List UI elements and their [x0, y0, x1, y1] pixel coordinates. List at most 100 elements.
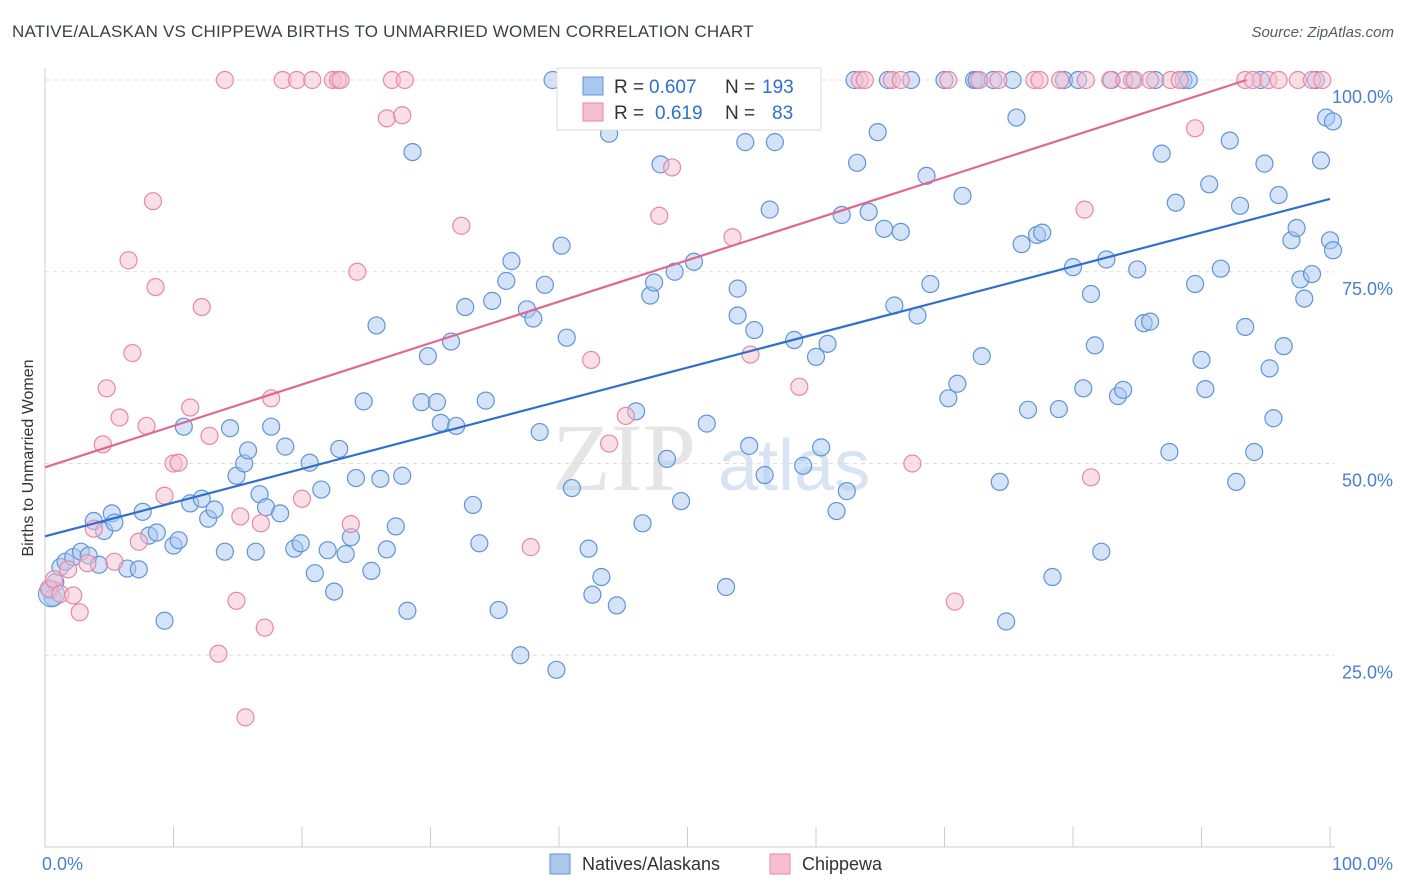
natives-point: [827, 501, 846, 521]
chippewa-point: [891, 70, 910, 90]
legend-swatch-chippewa: [582, 102, 604, 122]
natives-point: [463, 495, 483, 515]
natives-point: [740, 436, 759, 455]
chippewa-point: [70, 603, 89, 622]
chippewa-point: [236, 708, 255, 727]
natives-point: [765, 133, 784, 152]
natives-point: [1018, 400, 1038, 419]
chart-title: NATIVE/ALASKAN VS CHIPPEWA BIRTHS TO UNM…: [12, 22, 754, 41]
natives-point: [535, 275, 554, 294]
chippewa-point: [292, 489, 312, 508]
chippewa-point: [227, 591, 246, 610]
chippewa-point: [1030, 70, 1049, 90]
chippewa-point: [303, 70, 322, 90]
natives-point: [386, 517, 405, 536]
natives-point: [271, 504, 290, 523]
legend-n-label-chippewa: N =: [725, 103, 755, 124]
natives-point: [129, 560, 148, 579]
natives-point: [155, 611, 174, 630]
chippewa-point: [790, 377, 809, 396]
y-tick-label: 75.0%: [1342, 279, 1393, 299]
natives-point: [728, 279, 747, 298]
natives-point: [318, 541, 337, 560]
natives-point: [336, 544, 355, 564]
natives-point: [1236, 317, 1255, 337]
natives-point: [1007, 108, 1026, 127]
natives-point: [1043, 567, 1062, 587]
natives-point: [990, 472, 1009, 492]
chippewa-point: [945, 592, 964, 611]
natives-point: [997, 612, 1016, 631]
chippewa-point: [1051, 70, 1070, 90]
chippewa-point: [1313, 70, 1332, 90]
chippewa-point: [662, 158, 682, 177]
legend-n-label-natives: N =: [725, 77, 755, 98]
chippewa-point: [1140, 70, 1160, 90]
y-tick-labels: 25.0% 50.0% 75.0% 100.0%: [1332, 87, 1393, 682]
x-ticks: [44, 827, 1331, 847]
natives-point: [794, 456, 813, 475]
natives-point: [502, 251, 521, 271]
chippewa-point: [616, 406, 635, 426]
natives-point: [859, 202, 878, 222]
natives-point: [483, 291, 502, 310]
chippewa-point: [393, 106, 412, 125]
chippewa-point: [129, 532, 148, 551]
natives-point: [1049, 399, 1068, 419]
chippewa-point: [209, 644, 228, 663]
chippewa-point: [582, 350, 601, 370]
natives-point: [848, 153, 867, 172]
natives-point: [657, 449, 677, 468]
natives-point: [1230, 196, 1250, 215]
legend-r-label-chippewa: R =: [614, 103, 644, 124]
natives-point: [812, 438, 831, 457]
natives-point: [367, 316, 386, 335]
natives-point: [557, 328, 576, 347]
chippewa-point: [169, 453, 188, 472]
natives-point: [412, 393, 431, 412]
bottom-legend-label-natives: Natives/Alaskans: [582, 854, 720, 874]
natives-point: [1311, 151, 1331, 170]
natives-trend-line: [44, 197, 1331, 538]
natives-point: [1128, 260, 1147, 279]
natives-point: [716, 577, 736, 597]
chippewa-point: [110, 408, 129, 427]
natives-point: [1264, 409, 1283, 428]
natives-point: [806, 347, 826, 366]
chippewa-point: [1185, 119, 1205, 138]
natives-point: [583, 585, 602, 604]
natives-point: [868, 123, 887, 142]
chippewa-point: [903, 454, 922, 473]
natives-point: [511, 646, 530, 665]
series-legend: Natives/Alaskans Chippewa: [549, 853, 883, 875]
stats-legend: R = 0.607 N = 193 R = 0.619 N = 83: [556, 67, 822, 131]
chippewa-point: [1269, 70, 1288, 90]
natives-point: [305, 564, 324, 583]
natives-point: [745, 320, 764, 340]
bottom-legend-swatch-chippewa: [769, 853, 791, 875]
chippewa-point: [255, 618, 274, 637]
chippewa-point: [192, 297, 211, 317]
natives-point: [1274, 337, 1293, 356]
natives-point: [276, 437, 295, 456]
chippewa-point: [855, 70, 874, 90]
chippewa-point: [97, 379, 116, 398]
natives-point: [921, 274, 940, 294]
natives-point: [174, 417, 193, 436]
natives-point: [169, 531, 188, 550]
natives-point: [1302, 264, 1322, 284]
natives-point: [1255, 154, 1274, 173]
natives-point: [728, 306, 747, 325]
natives-point: [1092, 542, 1111, 561]
chippewa-point: [287, 70, 306, 90]
chippewa-point: [331, 70, 350, 90]
natives-point: [398, 601, 417, 620]
natives-point: [418, 347, 438, 366]
natives-point: [1260, 359, 1279, 378]
natives-point: [354, 392, 373, 411]
chippewa-point: [59, 560, 78, 579]
natives-point: [818, 334, 837, 353]
bottom-legend-label-chippewa: Chippewa: [802, 854, 883, 874]
chippewa-point: [1125, 70, 1144, 90]
natives-points: [37, 70, 1343, 679]
